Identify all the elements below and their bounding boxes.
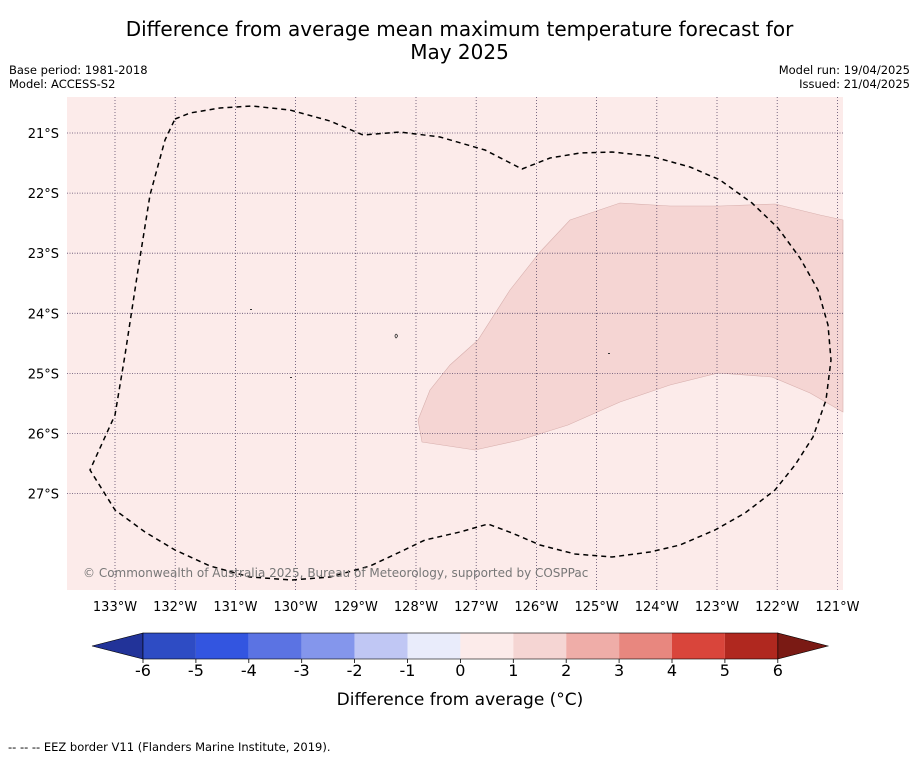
longitude-label: 130°W	[274, 600, 318, 615]
latitude-label: 22°S	[28, 187, 59, 202]
colorbar-segment	[195, 633, 249, 659]
colorbar-tick-label: -6	[135, 661, 151, 680]
longitude-label: 133°W	[93, 600, 137, 615]
meta-left: Base period: 1981-2018 Model: ACCESS-S2	[9, 63, 148, 91]
colorbar-tick-label: 1	[508, 661, 518, 680]
colorbar-segment	[619, 633, 672, 659]
colorbar-segment	[143, 633, 196, 659]
colorbar-tick-label: 5	[720, 661, 730, 680]
latitude-axis: 21°S 22°S 23°S 24°S 25°S 26°S 27°S	[28, 127, 59, 503]
longitude-label: 124°W	[635, 600, 679, 615]
colorbar-extend-max	[777, 632, 830, 660]
colorbar-tick-label: 0	[455, 661, 465, 680]
island-speck	[608, 353, 610, 354]
latitude-label: 26°S	[28, 428, 59, 443]
latitude-label: 23°S	[28, 247, 59, 262]
island-speck	[250, 309, 252, 310]
colorbar-segment	[248, 633, 302, 659]
map-title-line-1: Difference from average mean maximum tem…	[125, 17, 794, 41]
colorbar-tick-label: -5	[188, 661, 204, 680]
colorbar-segment	[354, 633, 408, 659]
eez-footnote: -- -- -- EEZ border V11 (Flanders Marine…	[8, 740, 331, 754]
colorbar-tick-label: 3	[614, 661, 624, 680]
colorbar-label: Difference from average (°C)	[337, 690, 584, 710]
copyright-text: © Commonwealth of Australia 2025, Bureau…	[83, 566, 588, 580]
longitude-label: 122°W	[755, 600, 799, 615]
colorbar-tick-label: -1	[400, 661, 416, 680]
longitude-label: 125°W	[575, 600, 619, 615]
island-speck	[394, 333, 398, 339]
model-run-text: Model run: 19/04/2025	[778, 63, 910, 77]
longitude-label: 132°W	[153, 600, 197, 615]
colorbar-segment	[460, 633, 514, 659]
base-period-text: Base period: 1981-2018	[9, 63, 148, 77]
longitude-label: 126°W	[514, 600, 558, 615]
longitude-label: 127°W	[454, 600, 498, 615]
longitude-label: 121°W	[815, 600, 859, 615]
colorbar-segment	[672, 633, 725, 659]
colorbar-tick-label: 2	[561, 661, 571, 680]
longitude-label: 123°W	[695, 600, 739, 615]
longitude-label: 131°W	[213, 600, 257, 615]
colorbar-tick-label: -2	[347, 661, 363, 680]
colorbar-extend-min	[91, 632, 144, 660]
latitude-label: 21°S	[28, 127, 59, 142]
map-title-line-2: May 2025	[410, 40, 509, 64]
colorbar-tick-label: 6	[773, 661, 783, 680]
colorbar-segment	[301, 633, 355, 659]
longitude-axis: 133°W 132°W 131°W 130°W 129°W 128°W 127°W 126°W…	[93, 600, 860, 615]
island-speck	[290, 377, 292, 378]
colorbar-tick-label: 4	[667, 661, 677, 680]
latitude-label: 27°S	[28, 488, 59, 503]
model-text: Model: ACCESS-S2	[9, 77, 116, 91]
eez-border	[89, 105, 832, 581]
meta-right: Model run: 19/04/2025 Issued: 21/04/2025	[779, 63, 910, 91]
colorbar-segment	[566, 633, 620, 659]
latitude-label: 24°S	[28, 307, 59, 322]
colorbar-segment	[407, 633, 461, 659]
colorbar: -6 -5 -4 -3 -2 -1 0 1 2 3 4 5 6	[91, 632, 830, 680]
map-title: Difference from average mean maximum tem…	[0, 18, 919, 64]
issued-text: Issued: 21/04/2025	[799, 77, 910, 91]
colorbar-tick-label: -4	[241, 661, 257, 680]
longitude-label: 128°W	[394, 600, 438, 615]
latitude-label: 25°S	[28, 367, 59, 382]
colorbar-segment	[724, 633, 778, 659]
colorbar-segment	[513, 633, 567, 659]
colorbar-tick-label: -3	[294, 661, 310, 680]
graticule	[67, 97, 843, 590]
longitude-label: 129°W	[334, 600, 378, 615]
